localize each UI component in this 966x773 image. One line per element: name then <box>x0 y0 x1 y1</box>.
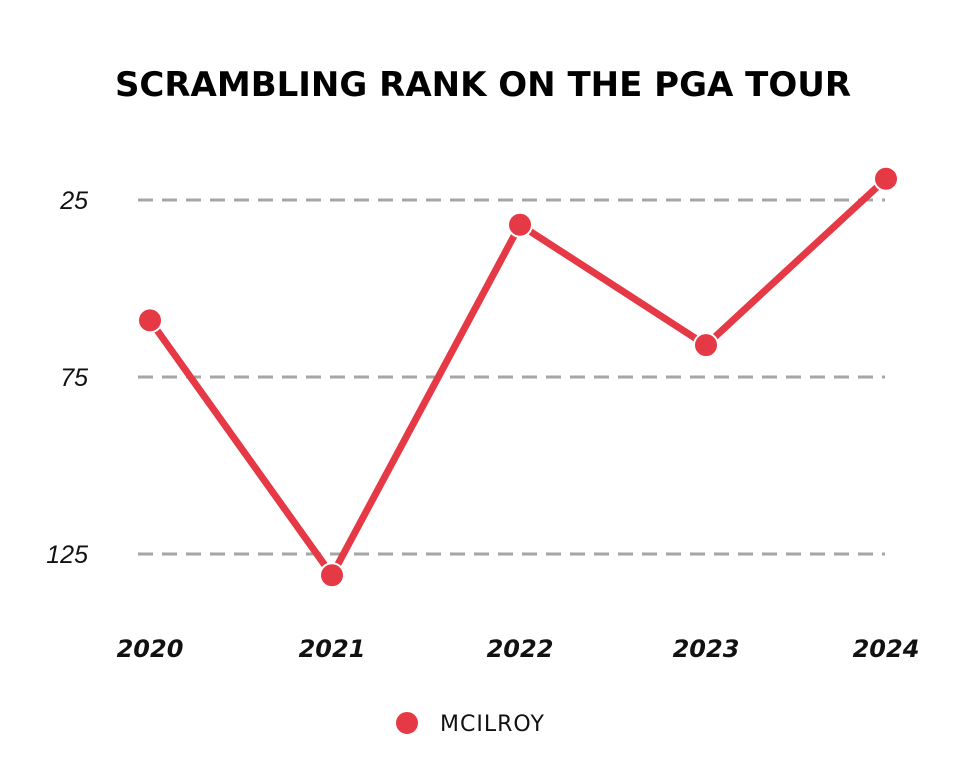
y-tick-label-125: 125 <box>46 541 88 569</box>
x-axis-ticks: 2020 2021 2022 2023 2024 <box>117 635 920 663</box>
data-point-2022 <box>507 211 533 238</box>
y-tick-label-75: 75 <box>60 364 88 392</box>
legend: MCILROY <box>394 710 545 737</box>
gridlines <box>138 198 885 556</box>
x-tick-label-2024: 2024 <box>853 635 920 663</box>
x-tick-label-2022: 2022 <box>487 635 554 663</box>
data-point-2021 <box>319 562 345 589</box>
x-tick-label-2023: 2023 <box>673 635 740 663</box>
legend-marker-mcilroy <box>394 710 420 736</box>
series-group <box>137 165 899 589</box>
data-point-2023 <box>693 332 719 359</box>
y-axis-ticks: 25 75 125 <box>46 187 88 569</box>
legend-label-mcilroy: MCILROY <box>440 712 545 737</box>
chart-title: SCRAMBLING RANK ON THE PGA TOUR <box>115 65 851 105</box>
data-point-2020 <box>137 307 163 334</box>
x-tick-label-2020: 2020 <box>117 635 184 663</box>
data-point-2024 <box>873 165 899 192</box>
y-tick-label-25: 25 <box>59 187 88 215</box>
x-tick-label-2021: 2021 <box>299 635 366 663</box>
